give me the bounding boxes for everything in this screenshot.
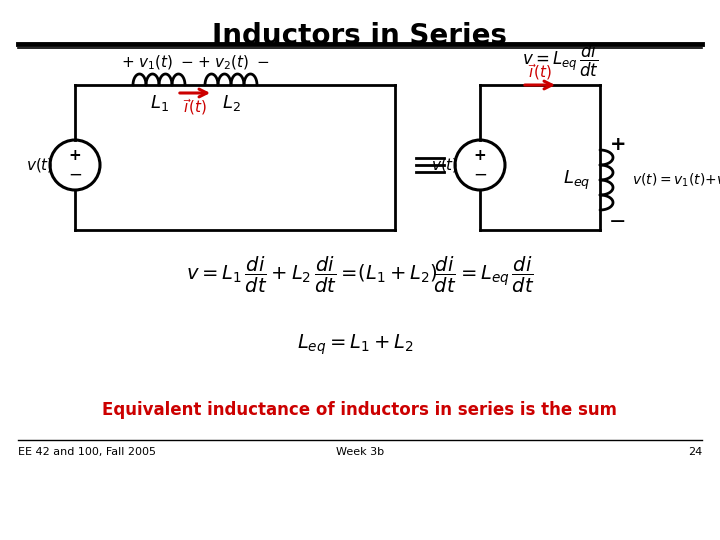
Text: $L_{eq} = L_1 + L_2$: $L_{eq} = L_1 + L_2$: [297, 333, 413, 357]
Text: +: +: [474, 148, 487, 164]
Text: +: +: [610, 136, 626, 154]
Text: $+\ v_2(t)\ -$: $+\ v_2(t)\ -$: [197, 54, 269, 72]
Text: $L_1$: $L_1$: [150, 93, 168, 113]
Text: 24: 24: [688, 447, 702, 457]
Text: Equivalent inductance of inductors in series is the sum: Equivalent inductance of inductors in se…: [102, 401, 618, 419]
Text: −: −: [473, 166, 487, 184]
Text: $L_{eq}$: $L_{eq}$: [562, 168, 590, 192]
Text: $L_2$: $L_2$: [222, 93, 240, 113]
Text: −: −: [609, 212, 626, 232]
Text: $\vec{\imath}(t)$: $\vec{\imath}(t)$: [528, 62, 552, 82]
Text: $+\ v_1(t)\ -$: $+\ v_1(t)\ -$: [120, 54, 194, 72]
Text: −: −: [68, 166, 82, 184]
Text: $v(t)$: $v(t)$: [431, 156, 459, 174]
Text: $v = L_1\,\dfrac{di}{dt} + L_2\,\dfrac{di}{dt} = \!\left(L_1 + L_2\right)\!\dfra: $v = L_1\,\dfrac{di}{dt} + L_2\,\dfrac{d…: [186, 255, 534, 295]
Text: Week 3b: Week 3b: [336, 447, 384, 457]
Text: +: +: [68, 148, 81, 164]
Text: $\vec{\imath}(t)$: $\vec{\imath}(t)$: [183, 97, 207, 117]
Text: $v(t){=}v_1(t){+}v_2(t)$: $v(t){=}v_1(t){+}v_2(t)$: [632, 171, 720, 188]
Text: Inductors in Series: Inductors in Series: [212, 22, 508, 50]
Text: EE 42 and 100, Fall 2005: EE 42 and 100, Fall 2005: [18, 447, 156, 457]
Text: $v = L_{eq}\,\dfrac{di}{dt}$: $v = L_{eq}\,\dfrac{di}{dt}$: [521, 42, 598, 79]
Text: $v(t)$: $v(t)$: [26, 156, 54, 174]
